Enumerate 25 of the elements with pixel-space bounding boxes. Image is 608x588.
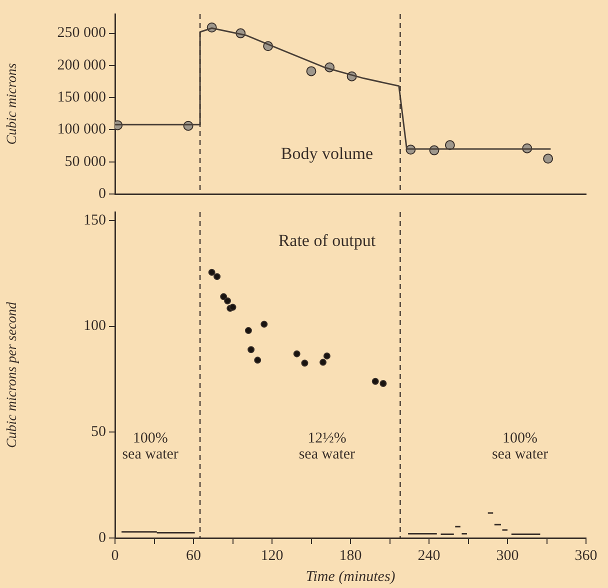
y-tick-label: 250 000 <box>57 25 106 42</box>
annotation: Rate of output <box>278 230 376 250</box>
y-tick-label: 100 <box>84 318 106 334</box>
y-tick-label: 150 <box>84 212 106 228</box>
x-tick-label: 60 <box>186 548 201 564</box>
x-tick-label: 180 <box>339 548 362 564</box>
x-tick-label: 0 <box>111 548 119 564</box>
y-tick-label: 0 <box>98 186 106 202</box>
x-tick-label: 300 <box>496 548 519 564</box>
y-axis-title: Cubic microns <box>5 62 20 145</box>
annotation: 12½% sea water <box>298 430 356 463</box>
x-tick-label: 360 <box>574 548 598 564</box>
x-tick-label: 240 <box>418 548 440 564</box>
x-axis-title: Time (minutes) <box>306 568 396 585</box>
x-tick-label: 120 <box>260 548 284 564</box>
y-axis-title: Cubic microns per second <box>5 300 20 448</box>
y-tick-label: 50 <box>91 424 106 440</box>
annotation: Body volume <box>280 144 373 163</box>
annotation: 100% sea water <box>492 430 548 463</box>
y-tick-label: 0 <box>98 530 106 546</box>
y-tick-label: 200 000 <box>57 57 106 74</box>
y-tick-label: 100 000 <box>57 122 106 138</box>
y-tick-label: 50 000 <box>64 154 106 170</box>
y-tick-label: 150 000 <box>57 90 106 106</box>
annotation: 100% sea water <box>122 430 178 463</box>
